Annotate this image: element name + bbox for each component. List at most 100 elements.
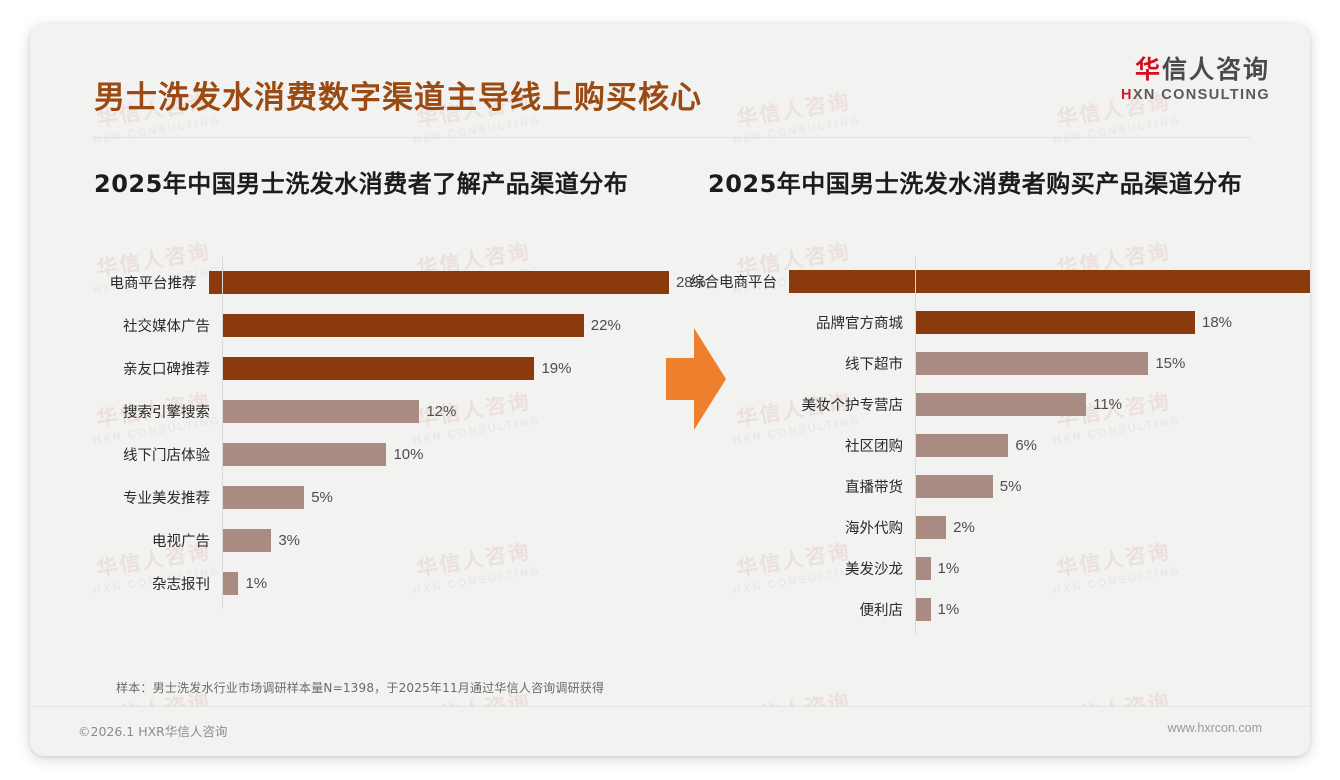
logo-chinese-text: 华信人咨询	[1121, 56, 1270, 84]
logo-h-char: H	[1120, 86, 1133, 103]
bar	[915, 516, 947, 539]
chart-panel-purchase: 2025年中国男士洗发水消费者购买产品渠道分布 综合电商平台 41% 品牌官方商城 1…	[690, 164, 1310, 634]
bar-value-label: 2%	[953, 519, 975, 536]
chart-bar-row: 品牌官方商城 18%	[690, 302, 1300, 343]
bar-value-label: 5%	[311, 489, 333, 506]
bar-container: 5%	[222, 486, 706, 509]
bar-category-label: 直播带货	[845, 480, 903, 496]
bar	[915, 393, 1087, 416]
chart-bar-row: 直播带货 5%	[690, 466, 1300, 507]
bar-container: 5%	[915, 475, 1300, 498]
chart-axis-line	[915, 257, 916, 634]
chart-panel-awareness: 2025年中国男士洗发水消费者了解产品渠道分布 电商平台推荐 28% 社交媒体广告 2…	[66, 164, 706, 609]
bar-value-label: 15%	[1155, 355, 1186, 372]
bar-category-label: 海外代购	[845, 521, 903, 537]
bar-value-label: 22%	[590, 317, 621, 334]
bar-value-label: 1%	[245, 575, 268, 592]
bar-value-label: 12%	[426, 403, 457, 420]
bar-category-label: 美发沙龙	[845, 562, 903, 578]
bar-container: 15%	[915, 352, 1300, 375]
chart-bar-row: 线下超市 15%	[690, 343, 1300, 384]
bar	[915, 311, 1195, 334]
bar-value-label: 5%	[999, 478, 1022, 495]
bar	[222, 357, 535, 380]
bar-container: 1%	[915, 557, 1300, 580]
footer-divider	[30, 706, 1310, 707]
chart-bar-row: 社区团购 6%	[690, 425, 1300, 466]
title-divider	[92, 137, 1250, 138]
bar-value-label: 11%	[1093, 396, 1123, 413]
bar-value-label: 1%	[937, 560, 960, 577]
bar-value-label: 1%	[937, 601, 960, 618]
bar-category-label: 线下超市	[845, 357, 903, 373]
bar-value-label: 6%	[1015, 437, 1038, 454]
chart-bar-row: 电视广告 3%	[66, 519, 706, 562]
bar-container: 28%	[208, 271, 706, 294]
footer-copyright: ©2026.1 HXR华信人咨询	[78, 724, 228, 739]
footer-website: www.hxrcon.com	[1167, 721, 1262, 735]
bar-container: 2%	[915, 516, 1300, 539]
bar-category-label: 线下门店体验	[123, 448, 210, 464]
bar-category-label: 杂志报刊	[152, 577, 210, 593]
chart-bar-row: 海外代购 2%	[690, 507, 1300, 548]
bar-category-label: 专业美发推荐	[123, 491, 210, 507]
chart-title-purchase: 2025年中国男士洗发水消费者购买产品渠道分布	[708, 170, 1243, 198]
bar-chart-awareness: 电商平台推荐 28% 社交媒体广告 22% 亲友口碑推荐 19% 搜索引擎搜索 12% 线下门店…	[66, 257, 706, 609]
bar-value-label: 18%	[1202, 314, 1233, 331]
bar-container: 10%	[222, 443, 706, 466]
bar-value-label: 19%	[541, 360, 572, 377]
bar-category-label: 综合电商平台	[690, 275, 777, 291]
chart-bar-row: 专业美发推荐 5%	[66, 476, 706, 519]
bar	[208, 271, 669, 294]
bar-container: 18%	[915, 311, 1300, 334]
bar-container: 41%	[789, 270, 1310, 293]
bar-container: 19%	[222, 357, 706, 380]
bar-container: 12%	[222, 400, 706, 423]
bar-category-label: 社交媒体广告	[123, 319, 210, 335]
bar-container: 3%	[222, 529, 706, 552]
chart-bar-row: 美发沙龙 1%	[690, 548, 1300, 589]
bar	[222, 400, 420, 423]
sample-note: 样本：男士洗发水行业市场调研样本量N=1398，于2025年11月通过华信人咨询…	[116, 681, 605, 695]
bar-category-label: 电视广告	[152, 534, 210, 550]
bar-chart-purchase: 综合电商平台 41% 品牌官方商城 18% 线下超市 15% 美妆个护专营店 11% 社区团购 6…	[690, 257, 1310, 634]
logo-english-text: HXN CONSULTING	[1121, 87, 1270, 103]
flow-arrow-icon	[664, 324, 728, 439]
bar-container: 22%	[222, 314, 706, 337]
chart-bar-row: 电商平台推荐 28%	[66, 261, 706, 304]
bar-category-label: 美妆个护专营店	[801, 398, 904, 414]
slide-header: 男士洗发水消费数字渠道主导线上购买核心 华信人咨询 HXN CONSULTING	[30, 24, 1310, 132]
chart-bar-row: 杂志报刊 1%	[66, 562, 706, 605]
bar	[915, 598, 931, 621]
chart-bar-row: 搜索引擎搜索 12%	[66, 390, 706, 433]
bar-category-label: 电商平台推荐	[109, 276, 197, 292]
chart-axis-line	[222, 257, 223, 609]
chart-bar-row: 综合电商平台 41%	[690, 261, 1310, 302]
chart-bar-row: 亲友口碑推荐 19%	[66, 347, 706, 390]
bar	[915, 352, 1149, 375]
page-title: 男士洗发水消费数字渠道主导线上购买核心	[94, 80, 702, 116]
bar	[915, 434, 1009, 457]
bar	[789, 270, 1310, 293]
bar	[222, 486, 305, 509]
bar-category-label: 便利店	[859, 603, 904, 619]
bar-value-label: 10%	[393, 446, 424, 463]
bar-container: 6%	[915, 434, 1300, 457]
slide-footer: ©2026.1 HXR华信人咨询 www.hxrcon.com	[30, 707, 1310, 756]
chart-bar-row: 便利店 1%	[690, 589, 1300, 630]
bar	[915, 475, 993, 498]
logo-en-rest: XN CONSULTING	[1132, 86, 1270, 103]
bar	[222, 314, 584, 337]
bar-category-label: 搜索引擎搜索	[123, 405, 210, 421]
bar-container: 1%	[915, 598, 1300, 621]
chart-title-awareness: 2025年中国男士洗发水消费者了解产品渠道分布	[94, 170, 629, 198]
chart-bar-row: 线下门店体验 10%	[66, 433, 706, 476]
logo-hua-char: 华	[1134, 55, 1162, 84]
bar-container: 1%	[222, 572, 706, 595]
bar-value-label: 28%	[675, 274, 706, 291]
bar-container: 11%	[915, 393, 1300, 416]
bar-value-label: 3%	[278, 532, 301, 549]
logo-cn-rest: 信人咨询	[1161, 55, 1270, 84]
bar-category-label: 社区团购	[845, 439, 903, 455]
bar-category-label: 品牌官方商城	[816, 316, 903, 332]
